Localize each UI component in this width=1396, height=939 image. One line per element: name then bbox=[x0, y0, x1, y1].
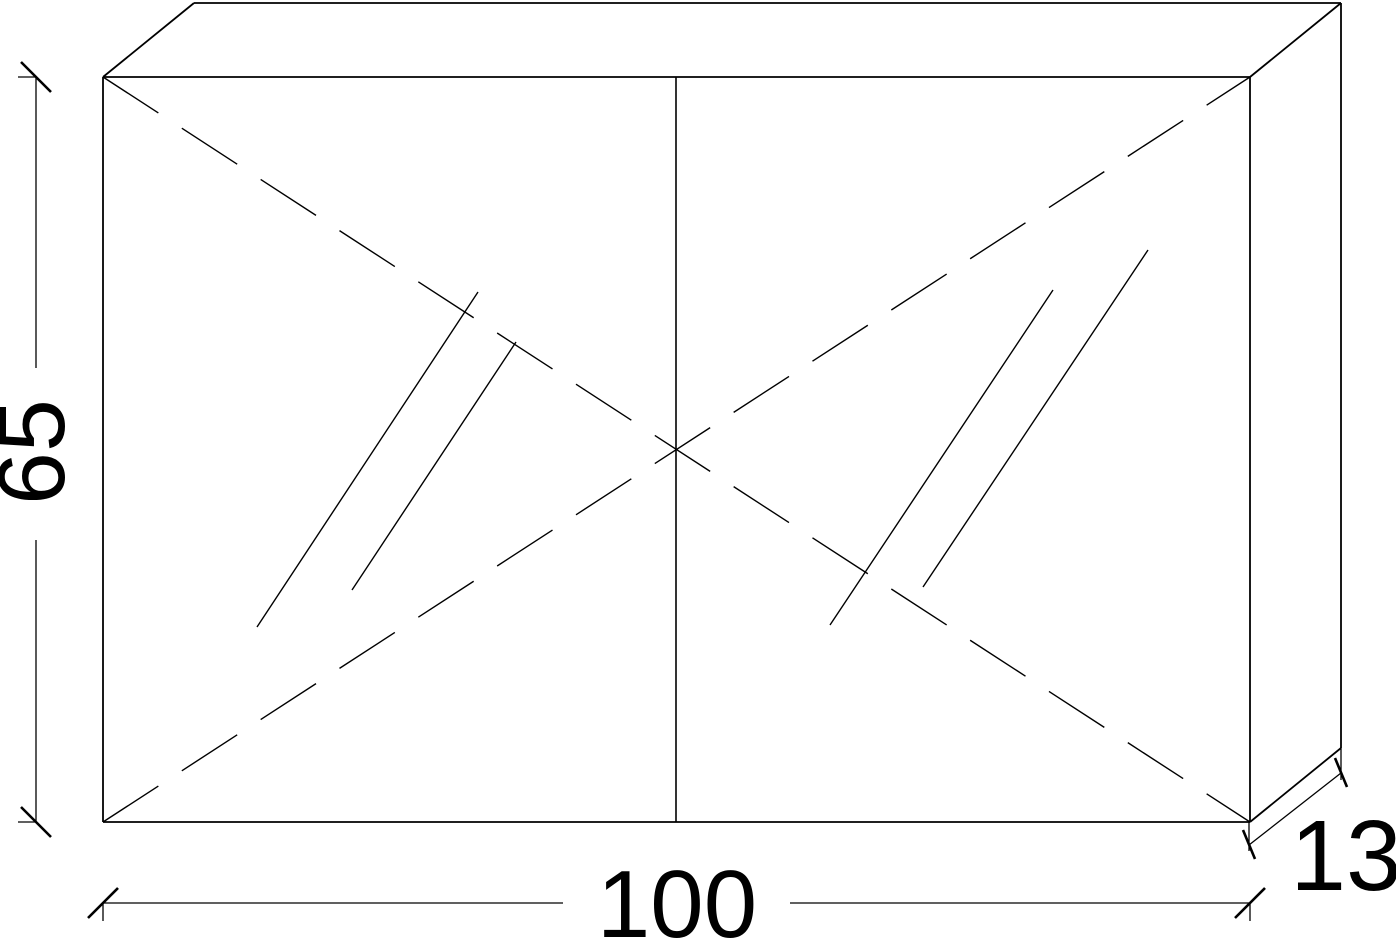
oblique-tick-back bbox=[1333, 757, 1349, 788]
oblique-tick-top bbox=[20, 61, 52, 93]
height-dimension: 65 bbox=[0, 61, 85, 838]
oblique-tick-left bbox=[87, 887, 119, 919]
oblique-tick-front bbox=[1241, 829, 1257, 860]
width-dimension-label: 100 bbox=[597, 851, 757, 939]
mirror-stroke-short bbox=[922, 249, 1149, 588]
width-dimension: 100 bbox=[87, 851, 1266, 939]
depth-dimension-label: 13 bbox=[1290, 800, 1396, 912]
mirror-stroke-long bbox=[829, 289, 1054, 626]
swing-dashed-line-ascending bbox=[102, 76, 1251, 823]
dimension-line bbox=[1248, 772, 1342, 846]
mirror-symbol-left-door bbox=[256, 291, 517, 628]
door-swing-diagonals bbox=[102, 76, 1251, 823]
cabinet-outline bbox=[102, 2, 1342, 823]
oblique-tick-bottom bbox=[20, 806, 52, 838]
depth-edge-top-right bbox=[1249, 2, 1342, 78]
mirror-symbol-right-door bbox=[829, 249, 1149, 626]
oblique-tick-right bbox=[1234, 887, 1266, 919]
depth-dimension: 13 bbox=[1241, 748, 1396, 912]
mirror-stroke-long bbox=[256, 291, 479, 628]
depth-edge-top-left bbox=[102, 2, 195, 78]
mirror-stroke-short bbox=[351, 341, 517, 591]
depth-edge-bottom-right bbox=[1249, 747, 1342, 823]
height-dimension-label: 65 bbox=[0, 399, 85, 505]
